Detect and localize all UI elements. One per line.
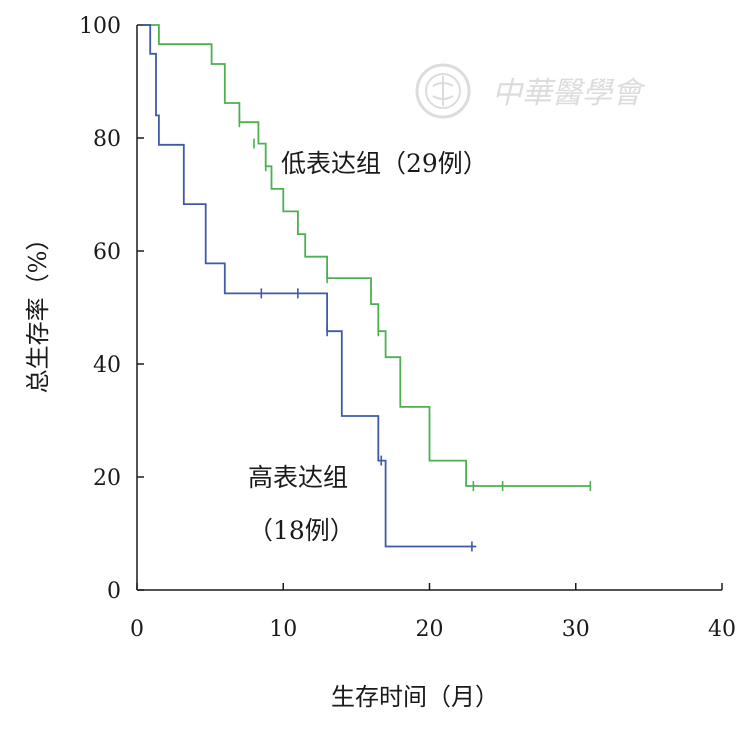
- y-tick-label: 100: [79, 14, 121, 39]
- x-tick-label: 20: [416, 617, 444, 642]
- survival-curve-line: [142, 24, 591, 487]
- watermark-seal-icon: [415, 63, 471, 119]
- series-1: [142, 24, 477, 552]
- x-tick-label: 40: [708, 617, 736, 642]
- y-tick-label: 40: [93, 353, 121, 378]
- survival-curve-line: [142, 24, 477, 548]
- y-tick-label: 60: [93, 240, 121, 265]
- y-axis-ticks: 0 20 40 60 80 100: [79, 14, 144, 604]
- watermark: 中華醫學會: [415, 63, 646, 119]
- x-tick-label: 30: [562, 617, 590, 642]
- high-group-label-line2: （18例）: [248, 516, 355, 545]
- y-axis-title: 总生存率（%）: [24, 227, 52, 394]
- watermark-text: 中華醫學會: [492, 76, 646, 111]
- series-0: [142, 24, 592, 492]
- x-axis-ticks: 0 10 20 30 40: [130, 583, 736, 642]
- high-group-label-line1: 高表达组: [248, 463, 348, 492]
- series-layer: [142, 24, 592, 552]
- y-tick-label: 80: [93, 127, 121, 152]
- low-group-label: 低表达组（29例）: [281, 149, 488, 178]
- x-tick-label: 0: [130, 617, 144, 642]
- y-tick-label: 20: [93, 466, 121, 491]
- y-tick-label: 0: [107, 579, 121, 604]
- x-axis-title: 生存时间（月）: [331, 683, 499, 711]
- x-tick-label: 10: [269, 617, 297, 642]
